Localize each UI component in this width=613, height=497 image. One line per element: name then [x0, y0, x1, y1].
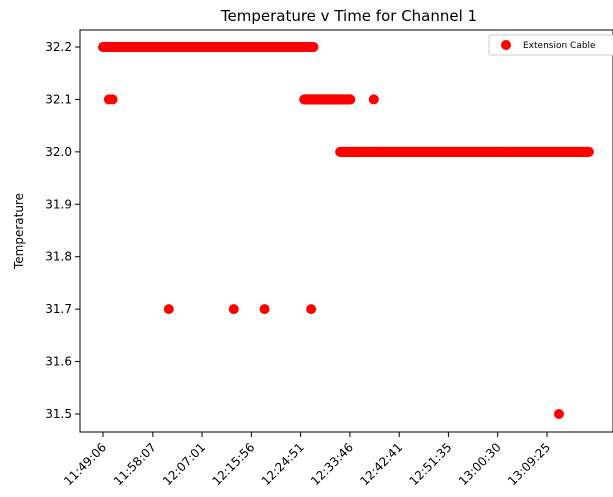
y-tick-label: 31.6	[45, 355, 72, 369]
legend-marker	[501, 40, 511, 50]
y-tick-label: 32.2	[45, 40, 72, 54]
x-tick-label: 12:42:41	[357, 440, 405, 488]
x-tick-label: 12:51:35	[407, 440, 455, 488]
y-axis-label: Temperature	[12, 193, 26, 270]
y-tick-label: 32.0	[45, 145, 72, 159]
y-tick-label: 31.5	[45, 407, 72, 421]
data-point	[308, 42, 319, 52]
x-tick-label: 12:07:01	[160, 440, 208, 488]
data-point	[306, 304, 317, 315]
data-point	[368, 94, 379, 105]
y-axis: 31.5 31.6 31.7 31.8 31.9 32.0 32.1 32.2	[45, 40, 80, 421]
y-tick-label: 32.1	[45, 92, 72, 106]
chart-title: Temperature v Time for Channel 1	[220, 7, 477, 25]
legend: Extension Cable	[488, 34, 613, 56]
x-axis: 11:49:06 11:58:07 12:07:01 12:15:56 12:24:51…	[61, 432, 553, 488]
y-tick-label: 31.8	[45, 250, 72, 264]
y-tick-label: 31.9	[45, 197, 72, 211]
x-tick-label: 12:33:46	[308, 440, 356, 488]
data-point	[228, 304, 239, 315]
data-point	[553, 409, 564, 419]
data-point	[583, 146, 594, 157]
x-tick-label: 13:09:25	[505, 440, 553, 488]
x-tick-label: 13:00:30	[456, 440, 504, 488]
data-point	[163, 304, 174, 315]
x-tick-label: 12:15:56	[209, 440, 257, 488]
legend-entry-extension-cable: Extension Cable	[523, 41, 596, 51]
x-tick-label: 12:24:51	[259, 440, 307, 488]
y-tick-label: 31.7	[45, 302, 72, 316]
data-point	[107, 94, 118, 105]
x-tick-label: 11:49:06	[61, 440, 109, 488]
plot-frame	[79, 29, 613, 433]
plot-area	[79, 29, 613, 433]
data-point	[259, 304, 270, 315]
x-tick-label: 11:58:07	[111, 440, 159, 488]
data-point	[345, 94, 356, 105]
legend-frame	[488, 34, 613, 56]
data-points	[98, 42, 594, 419]
